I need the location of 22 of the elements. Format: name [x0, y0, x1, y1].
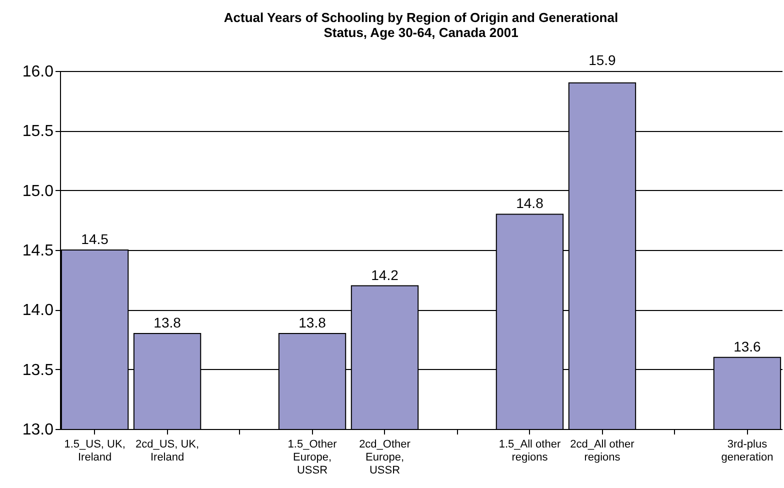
data-label: 14.8	[516, 195, 544, 212]
y-tick-label: 15.0	[22, 182, 54, 200]
data-label: 13.8	[154, 314, 182, 331]
x-tick-label: 2cd_Other Europe, USSR	[359, 438, 411, 476]
x-tick-label: 1.5_Other Europe, USSR	[288, 438, 338, 476]
x-tick-label: 1.5_All other regions	[498, 438, 561, 464]
y-tick-label: 13.5	[22, 362, 54, 379]
data-label: 13.6	[734, 338, 762, 354]
y-tick-label: 16.0	[22, 64, 54, 80]
y-tick-label: 14.5	[22, 242, 54, 260]
y-tick-label: 13.0	[22, 422, 54, 438]
x-tick-label: 1.5_US, UK, Ireland	[64, 438, 126, 464]
x-tick-label: 3rd-plus generation	[721, 438, 774, 464]
chart-title: Actual Years of Schooling by Region of Origin and Generational Status, Age 30-64, Canada 2001	[224, 10, 618, 40]
y-tick-label: 14.0	[22, 302, 54, 320]
data-label: 13.8	[298, 314, 326, 331]
data-label: 14.5	[81, 231, 109, 247]
y-tick-label: 15.5	[22, 123, 54, 140]
data-label: 15.9	[588, 52, 616, 68]
data-label: 14.2	[371, 266, 399, 283]
x-tick-label: 2cd_US, UK, Ireland	[135, 438, 200, 464]
x-tick-label: 2cd_All other regions	[570, 438, 635, 464]
